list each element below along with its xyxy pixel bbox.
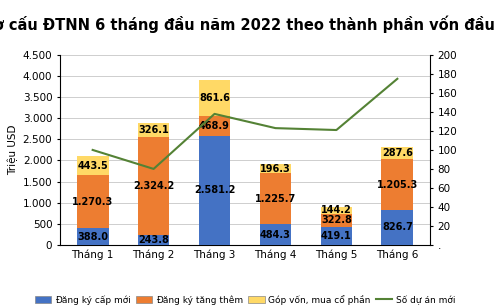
- Text: Cơ cấu ĐTNN 6 tháng đầu năm 2022 theo thành phần vốn đầu tư: Cơ cấu ĐTNN 6 tháng đầu năm 2022 theo th…: [0, 15, 500, 33]
- Bar: [382, 159, 413, 210]
- Bar: [382, 147, 413, 159]
- Bar: [138, 136, 170, 234]
- Text: 287.6: 287.6: [382, 148, 413, 158]
- Bar: [198, 116, 230, 136]
- Bar: [382, 210, 413, 245]
- Bar: [260, 173, 292, 224]
- Text: 861.6: 861.6: [199, 93, 230, 103]
- Bar: [198, 80, 230, 116]
- Text: 326.1: 326.1: [138, 125, 169, 135]
- Text: 388.0: 388.0: [77, 232, 108, 242]
- Text: 2.581.2: 2.581.2: [194, 185, 235, 196]
- Bar: [260, 164, 292, 173]
- Bar: [260, 224, 292, 245]
- Bar: [320, 207, 352, 214]
- Bar: [77, 229, 108, 245]
- Legend: Đăng ký cấp mới, Đăng ký tăng thêm, Góp vốn, mua cổ phần, Số dự án mới: Đăng ký cấp mới, Đăng ký tăng thêm, Góp …: [31, 291, 459, 306]
- Bar: [320, 214, 352, 227]
- Text: 468.9: 468.9: [199, 121, 230, 131]
- Text: 484.3: 484.3: [260, 230, 291, 240]
- Bar: [320, 227, 352, 245]
- Text: 419.1: 419.1: [321, 231, 352, 241]
- Text: 443.5: 443.5: [78, 161, 108, 170]
- Text: 2.324.2: 2.324.2: [133, 181, 174, 191]
- Bar: [138, 234, 170, 245]
- Text: 1.270.3: 1.270.3: [72, 197, 114, 207]
- Bar: [138, 123, 170, 136]
- Text: 243.8: 243.8: [138, 235, 169, 245]
- Bar: [198, 136, 230, 245]
- Text: 322.8: 322.8: [321, 215, 352, 225]
- Y-axis label: Triệu USD: Triệu USD: [8, 125, 18, 175]
- Text: 1.225.7: 1.225.7: [255, 193, 296, 203]
- Bar: [77, 156, 108, 175]
- Text: 196.3: 196.3: [260, 164, 291, 174]
- Text: 144.2: 144.2: [321, 206, 352, 215]
- Bar: [77, 175, 108, 229]
- Text: 826.7: 826.7: [382, 222, 413, 232]
- Text: 1.205.3: 1.205.3: [376, 180, 418, 189]
